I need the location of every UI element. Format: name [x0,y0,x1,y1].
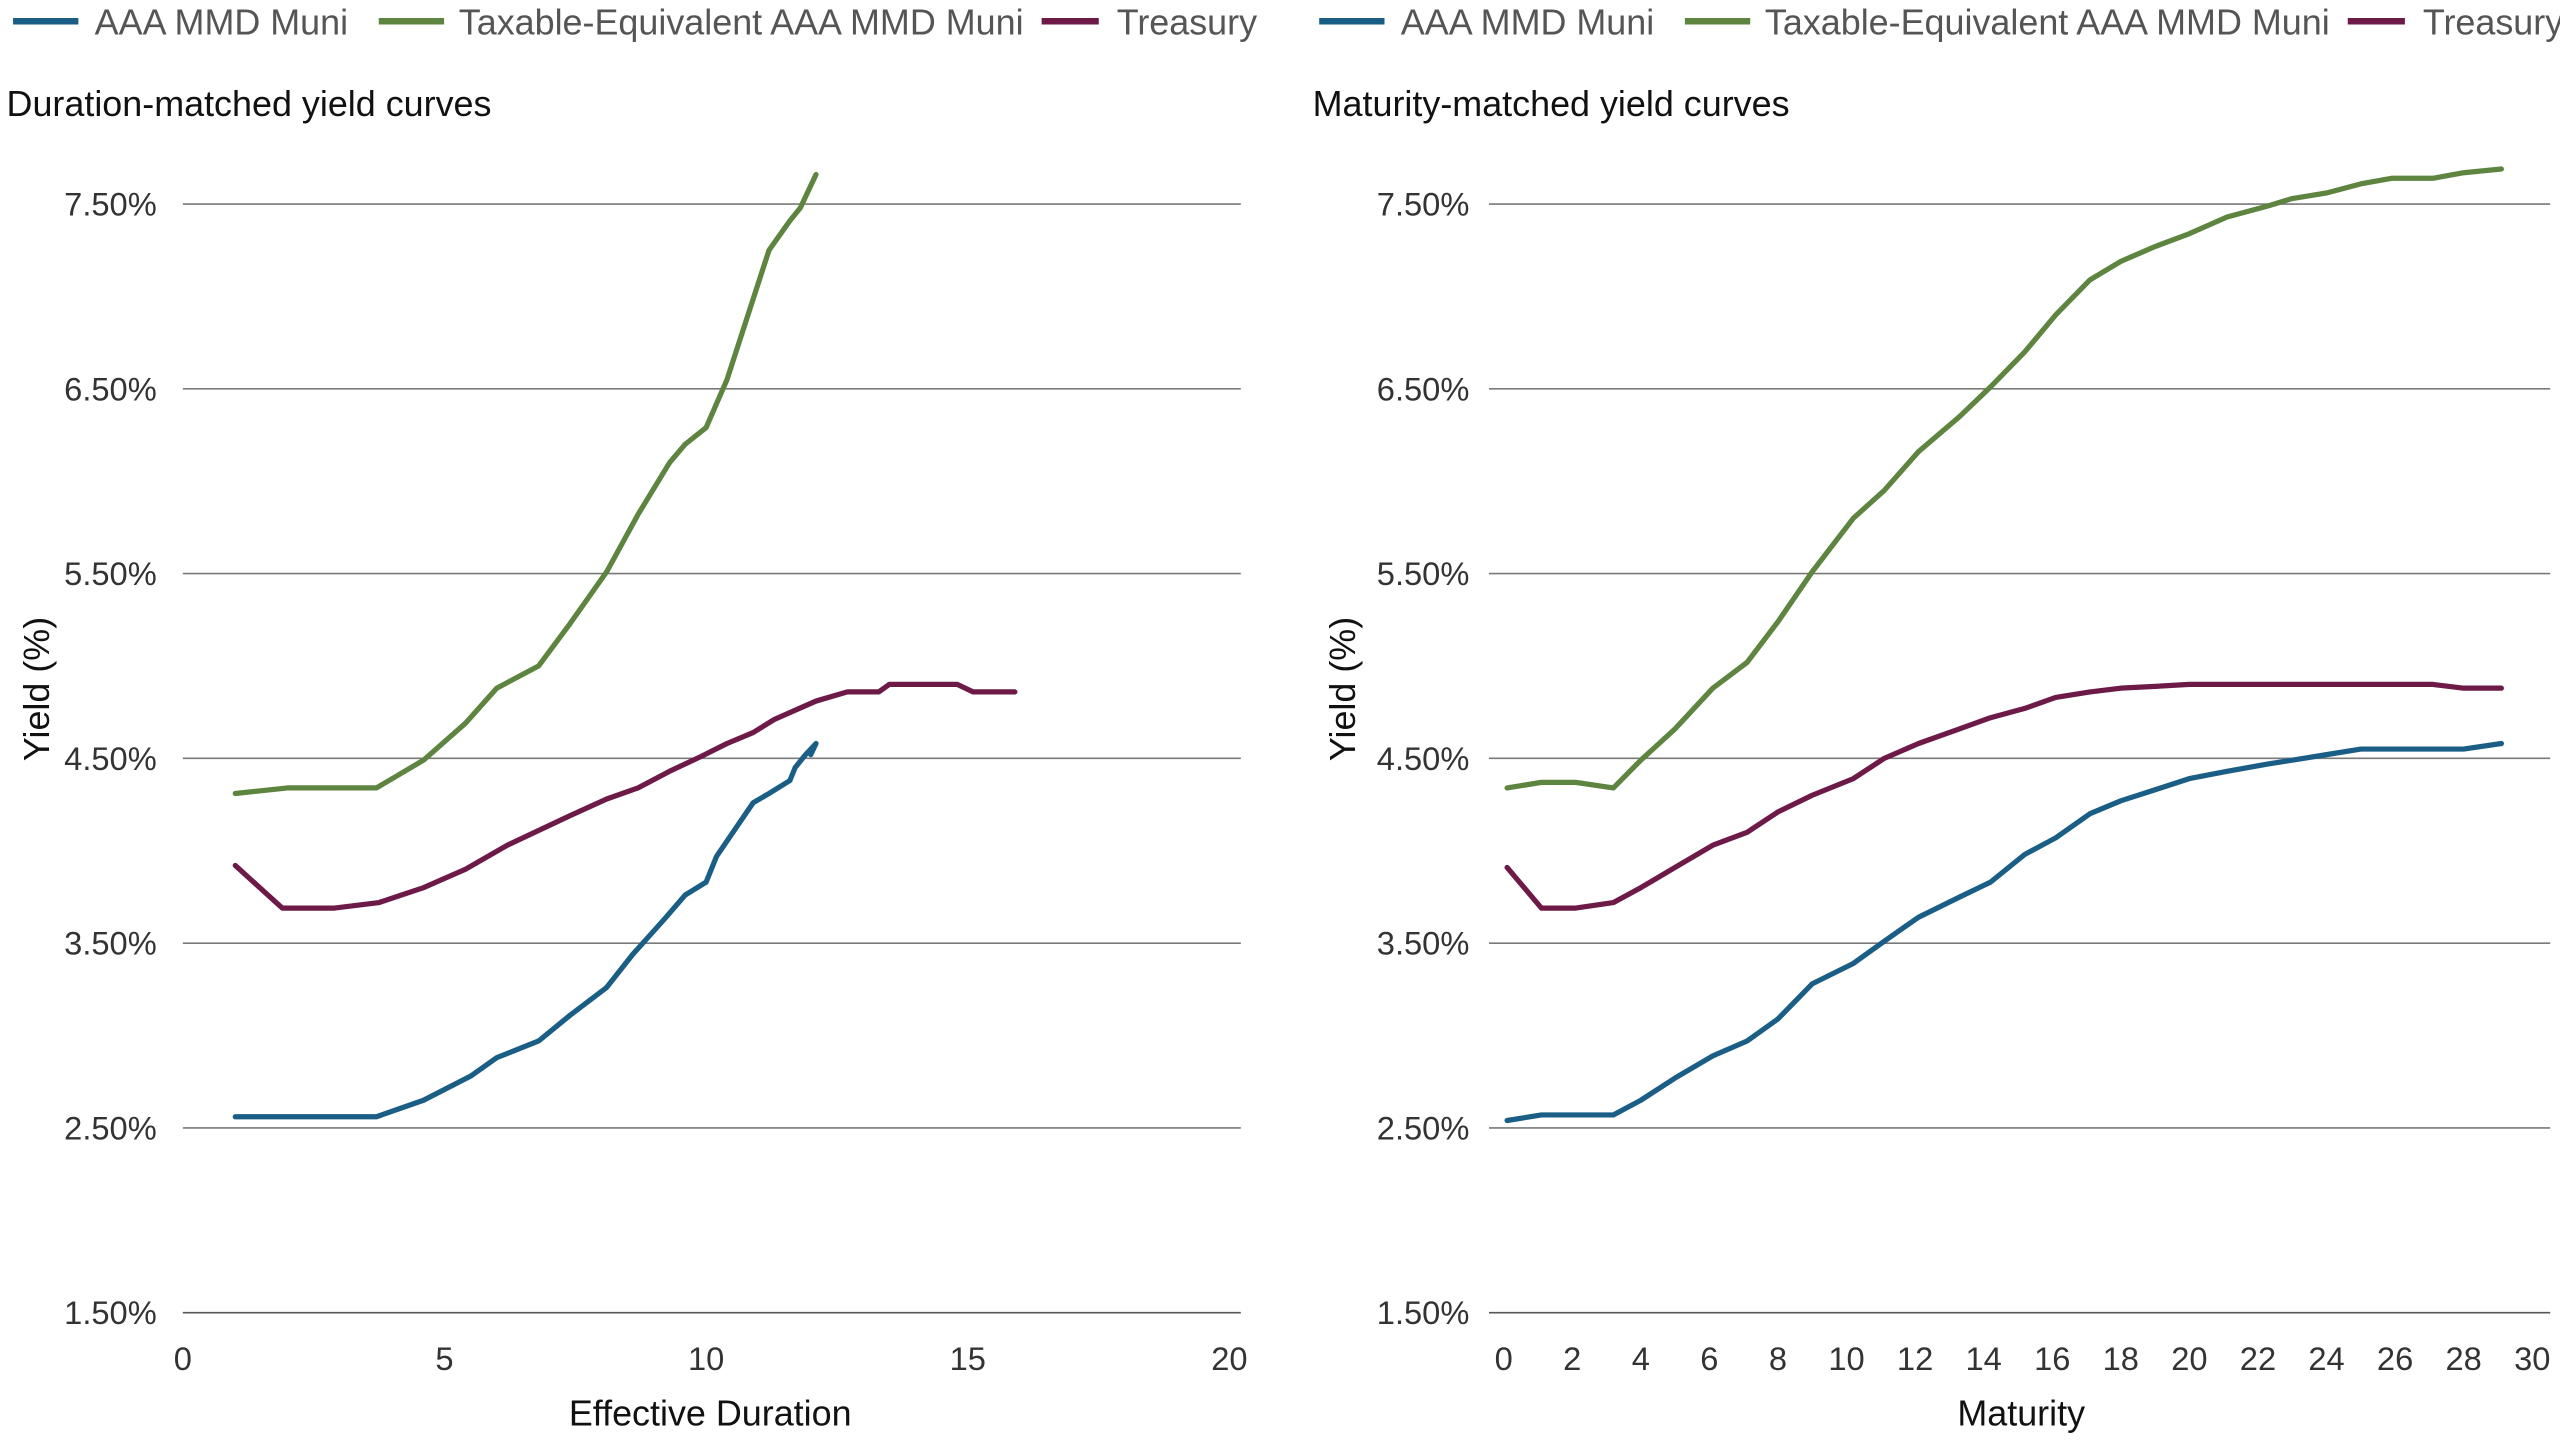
series-line-taxable [1504,166,2504,791]
x-tick-label: 6 [1700,1340,1718,1377]
x-tick-label: 20 [1211,1340,1247,1377]
x-tick-label: 30 [2514,1340,2550,1377]
series-line-muni [1504,740,2504,1124]
legend-label: Taxable-Equivalent AAA MMD Muni [1765,1,2330,42]
y-tick-label: 7.50% [64,186,157,223]
legend-label: Treasury [1117,1,1257,42]
x-tick-label: 20 [2171,1340,2207,1377]
y-tick-label: 3.50% [1377,925,1470,962]
series-line-muni [232,740,819,1120]
legend-label: Treasury [2423,1,2560,42]
x-tick-label: 10 [688,1340,724,1377]
legend-label: AAA MMD Muni [1401,1,1654,42]
x-tick-label: 26 [2377,1340,2413,1377]
x-tick-label: 0 [1495,1340,1513,1377]
y-tick-label: 4.50% [1377,740,1470,777]
x-axis-label: Maturity [1957,1392,2085,1433]
x-tick-label: 10 [1828,1340,1864,1377]
x-tick-label: 0 [174,1340,192,1377]
y-axis-label: Yield (%) [16,617,57,761]
x-axis-label: Effective Duration [569,1392,852,1433]
y-tick-label: 3.50% [64,925,157,962]
x-tick-label: 18 [2103,1340,2139,1377]
x-tick-label: 5 [435,1340,453,1377]
x-tick-label: 14 [1966,1340,2002,1377]
y-tick-label: 2.50% [64,1109,157,1146]
chart-panel-1: AAA MMD Muni Taxable-Equivalent AAA MMD M… [7,1,1258,1433]
y-tick-label: 1.50% [64,1294,157,1331]
y-tick-label: 6.50% [64,370,157,407]
series-line-treasury [232,681,1018,911]
x-tick-label: 15 [950,1340,986,1377]
y-tick-label: 5.50% [1377,555,1470,592]
legend-label: Taxable-Equivalent AAA MMD Muni [459,1,1024,42]
y-tick-label: 6.50% [1377,370,1470,407]
series-line-treasury [1504,681,2504,911]
y-axis-label: Yield (%) [1322,617,1363,761]
x-tick-label: 28 [2446,1340,2482,1377]
x-tick-label: 12 [1897,1340,1933,1377]
y-tick-label: 7.50% [1377,186,1470,223]
y-tick-label: 4.50% [64,740,157,777]
x-tick-label: 2 [1563,1340,1581,1377]
chart-title: Maturity-matched yield curves [1313,83,1790,124]
x-tick-label: 24 [2308,1340,2344,1377]
y-tick-label: 5.50% [64,555,157,592]
chart-title: Duration-matched yield curves [7,83,492,124]
legend-label: AAA MMD Muni [95,1,348,42]
y-tick-label: 2.50% [1377,1109,1470,1146]
x-tick-label: 8 [1769,1340,1787,1377]
chart-panel-2: AAA MMD Muni Taxable-Equivalent AAA MMD M… [1313,1,2560,1433]
y-tick-label: 1.50% [1377,1294,1470,1331]
x-tick-label: 22 [2240,1340,2276,1377]
series-line-taxable [232,171,819,797]
x-tick-label: 4 [1632,1340,1650,1377]
x-tick-label: 16 [2034,1340,2070,1377]
